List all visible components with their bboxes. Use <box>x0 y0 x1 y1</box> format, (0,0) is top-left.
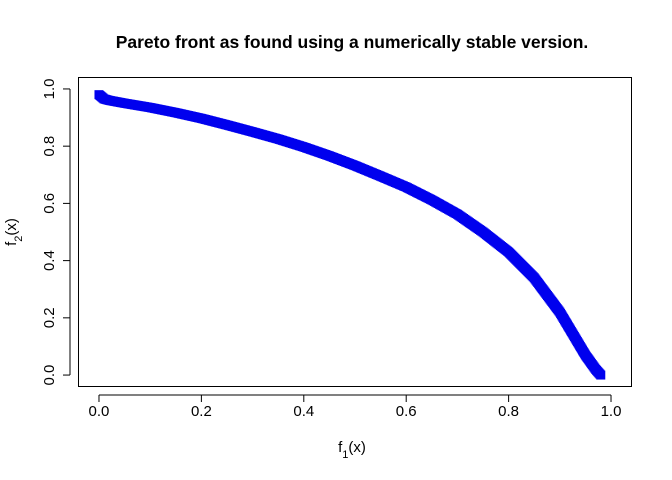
data-points <box>94 90 606 380</box>
y-tick-label: 0.6 <box>41 193 58 214</box>
y-axis: 0.0 0.2 0.4 0.6 0.8 1.0 <box>41 79 71 386</box>
chart-title: Pareto front as found using a numericall… <box>116 32 589 52</box>
y-tick-label: 0.0 <box>41 365 58 386</box>
data-point <box>596 370 606 380</box>
x-tick-label: 0.0 <box>89 403 110 420</box>
x-axis: 0.0 0.2 0.4 0.6 0.8 1.0 <box>89 394 622 420</box>
y-tick-label: 1.0 <box>41 79 58 100</box>
y-axis-label: f2(x) <box>3 218 25 246</box>
x-tick-label: 0.8 <box>498 403 519 420</box>
x-tick-label: 0.2 <box>191 403 212 420</box>
plot-area-border <box>78 77 632 387</box>
x-tick-label: 0.6 <box>396 403 417 420</box>
y-tick-label: 0.8 <box>41 136 58 157</box>
x-tick-label: 1.0 <box>601 403 622 420</box>
x-axis-label: f1(x) <box>338 439 366 461</box>
y-tick-label: 0.4 <box>41 250 58 271</box>
y-tick-label: 0.2 <box>41 307 58 328</box>
x-tick-label: 0.4 <box>293 403 314 420</box>
